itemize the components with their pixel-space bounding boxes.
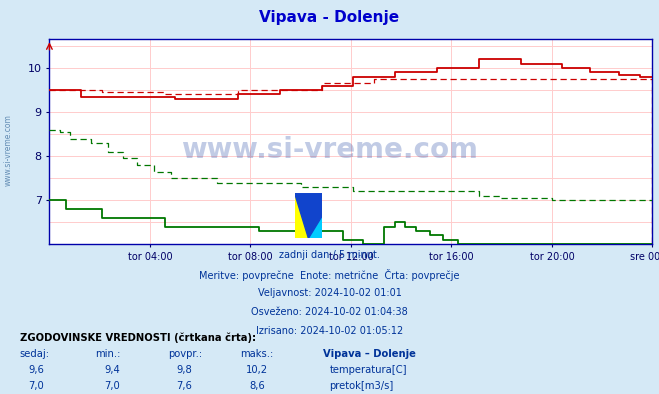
Text: 9,4: 9,4 [104, 365, 120, 375]
Text: min.:: min.: [96, 349, 121, 359]
Text: 9,6: 9,6 [28, 365, 44, 375]
Text: 8,6: 8,6 [249, 381, 265, 391]
Polygon shape [295, 193, 322, 238]
Text: Izrisano: 2024-10-02 01:05:12: Izrisano: 2024-10-02 01:05:12 [256, 326, 403, 336]
Text: 7,0: 7,0 [28, 381, 44, 391]
Text: Osveženo: 2024-10-02 01:04:38: Osveženo: 2024-10-02 01:04:38 [251, 307, 408, 317]
Text: pretok[m3/s]: pretok[m3/s] [330, 381, 393, 391]
Text: ZGODOVINSKE VREDNOSTI (črtkana črta):: ZGODOVINSKE VREDNOSTI (črtkana črta): [20, 333, 256, 344]
Text: povpr.:: povpr.: [168, 349, 202, 359]
Text: www.si-vreme.com: www.si-vreme.com [181, 136, 478, 164]
Polygon shape [295, 193, 308, 238]
Text: 10,2: 10,2 [246, 365, 268, 375]
Text: Meritve: povprečne  Enote: metrične  Črta: povprečje: Meritve: povprečne Enote: metrične Črta:… [199, 269, 460, 281]
Text: www.si-vreme.com: www.si-vreme.com [4, 114, 13, 186]
Text: sedaj:: sedaj: [20, 349, 50, 359]
Text: 7,0: 7,0 [104, 381, 120, 391]
Text: zadnji dan / 5 minut.: zadnji dan / 5 minut. [279, 250, 380, 260]
Text: temperatura[C]: temperatura[C] [330, 365, 407, 375]
Text: maks.:: maks.: [241, 349, 273, 359]
Text: 9,8: 9,8 [177, 365, 192, 375]
Text: 7,6: 7,6 [177, 381, 192, 391]
Text: Vipava - Dolenje: Vipava - Dolenje [260, 10, 399, 25]
Polygon shape [308, 216, 322, 238]
Text: Vipava – Dolenje: Vipava – Dolenje [323, 349, 416, 359]
Text: Veljavnost: 2024-10-02 01:01: Veljavnost: 2024-10-02 01:01 [258, 288, 401, 298]
